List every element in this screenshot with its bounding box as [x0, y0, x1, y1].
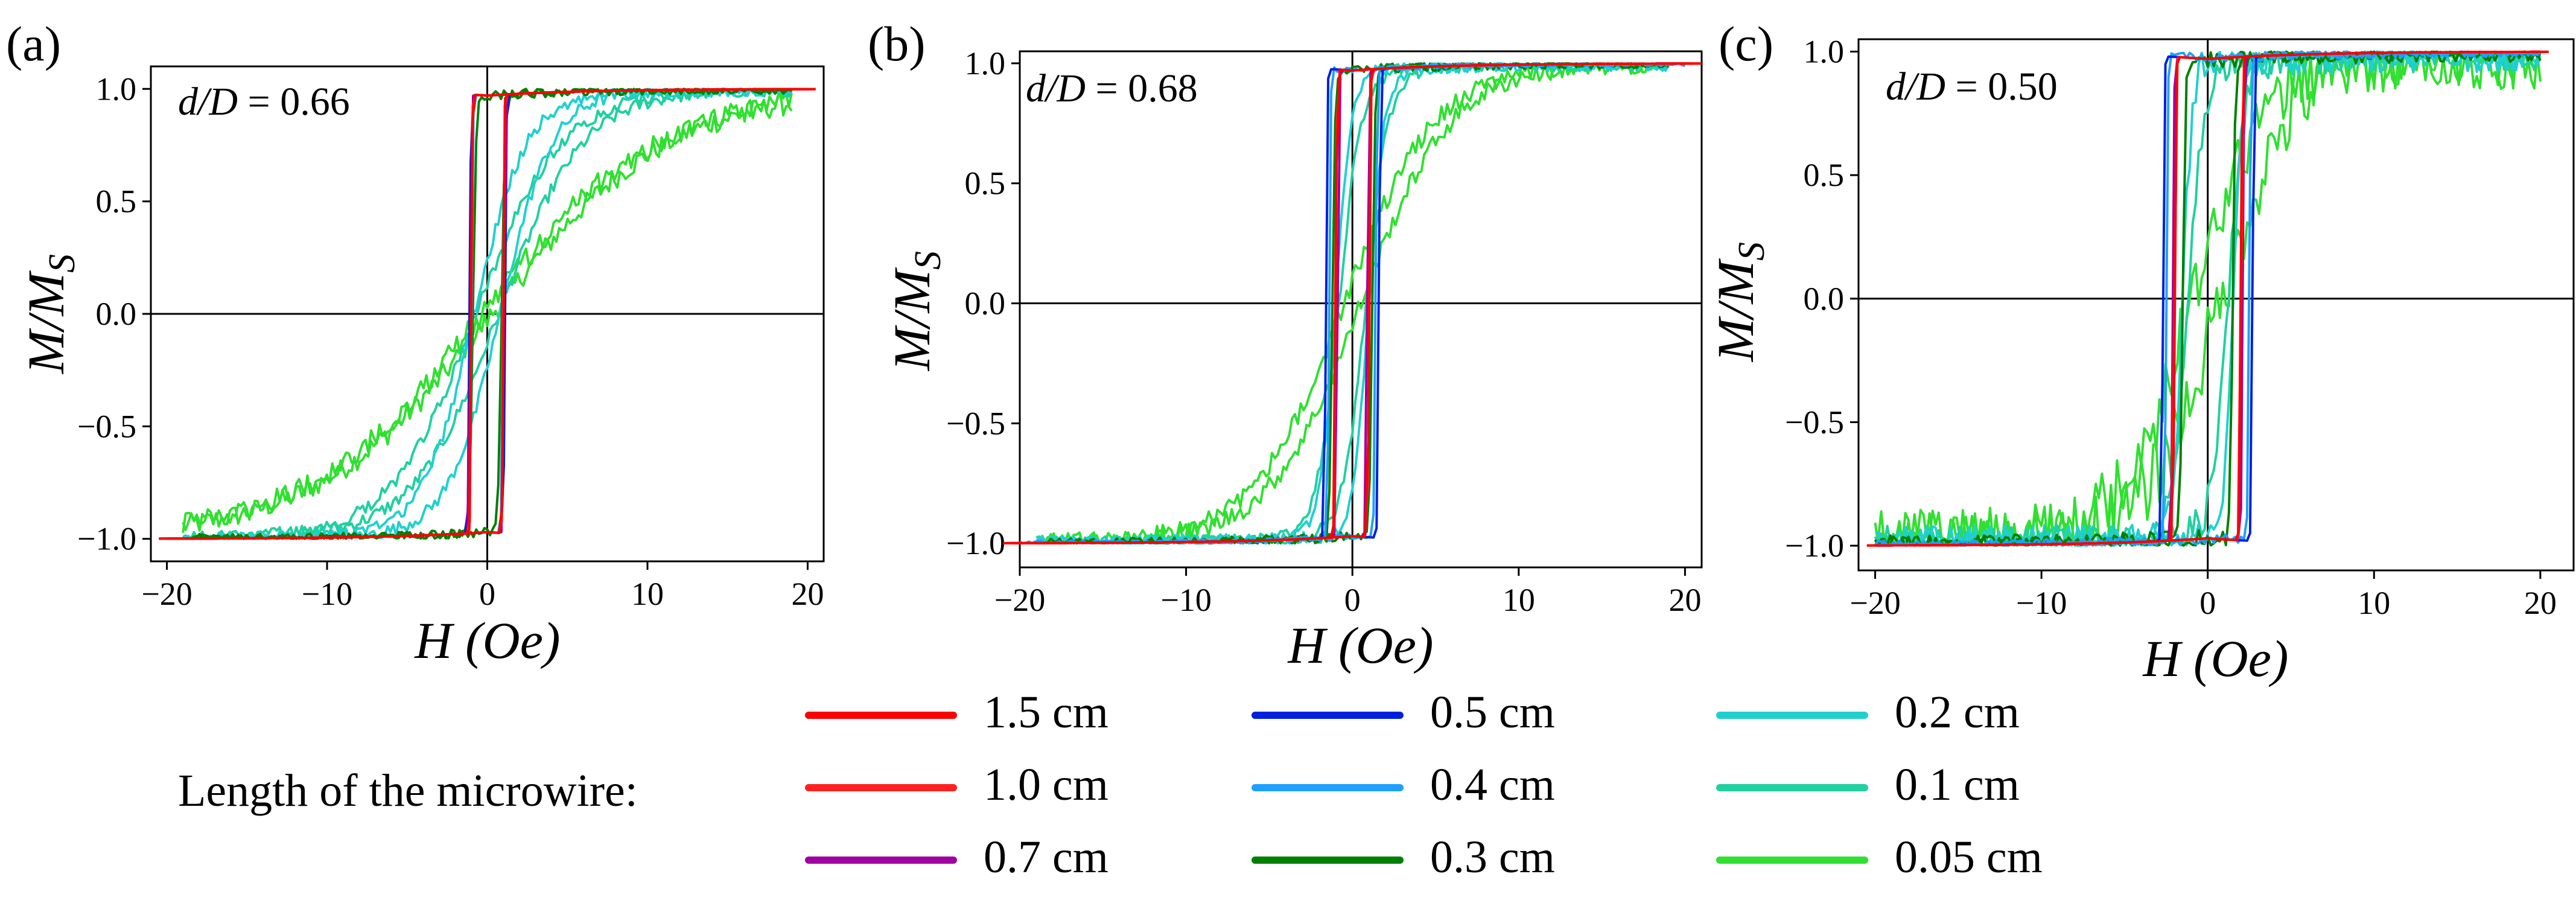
x-tick-label-a: −20 — [141, 576, 192, 612]
legend-items: 1.5 cm 1.0 cm 0.7 cm 0.5 cm 0.4 cm 0.3 cm 0.2 … — [805, 687, 2043, 882]
ratio-annotation-a: d/D = 0.66 — [178, 80, 350, 124]
legend-label: 0.3 cm — [1430, 832, 1555, 882]
x-axis-title-b: H (Oe) — [1287, 616, 1433, 674]
x-tick-label-b: −10 — [1160, 582, 1211, 618]
y-tick-label-c: −0.5 — [1785, 404, 1844, 440]
panel-c: (c) d/D = 0.50 M/MS H (Oe) −20 −10 0 10 20 −1… — [1706, 16, 2575, 687]
ratio-annotation-b: d/D = 0.68 — [1026, 66, 1198, 110]
y-tick-label-a: 0.0 — [96, 296, 137, 332]
x-tick-label-b: 0 — [1344, 582, 1361, 618]
x-axis-title-a: H (Oe) — [414, 611, 560, 669]
y-tick-label-c: 0.0 — [1804, 281, 1845, 317]
x-axis-title-c: H (Oe) — [2142, 630, 2288, 687]
x-tick-label-c: −10 — [2016, 585, 2067, 621]
y-tick-label-b: −0.5 — [946, 405, 1005, 441]
y-tick-label-a: −0.5 — [77, 408, 136, 444]
x-tick-label-a: 0 — [479, 576, 495, 612]
panel-label-b: (b) — [868, 16, 926, 71]
x-tick-label-a: 10 — [631, 576, 664, 612]
series-group-c — [1866, 50, 2549, 547]
y-tick-label-a: 1.0 — [96, 71, 137, 107]
y-tick-label-a: −1.0 — [77, 521, 136, 557]
legend-label: 0.05 cm — [1895, 832, 2043, 882]
loop-ascending-03cm-c — [1874, 50, 2542, 547]
y-tick-label-c: 0.5 — [1804, 157, 1845, 193]
y-tick-label-a: 0.5 — [96, 183, 137, 220]
panel-b: (b) d/D = 0.68 M/MS H (Oe) −20 −10 0 10 20 −1… — [868, 16, 1703, 674]
panel-label-c: (c) — [1719, 16, 1773, 71]
plot-frame-b — [1019, 50, 1703, 569]
y-tick-label-b: −1.0 — [946, 525, 1005, 561]
y-axis-title-c: M/MS — [1706, 242, 1772, 363]
y-axis-title-b: M/MS — [883, 251, 949, 372]
y-tick-label-b: 1.0 — [965, 45, 1006, 81]
x-tick-label-b: 20 — [1668, 582, 1701, 618]
y-tick-label-b: 0.0 — [965, 286, 1006, 322]
x-tick-label-c: 20 — [2524, 585, 2557, 621]
loop-descending-15cm-a — [159, 88, 816, 540]
loop-descending-005cm-a — [182, 91, 793, 533]
plot-frame-c — [1857, 38, 2575, 572]
ratio-annotation-c: d/D = 0.50 — [1886, 65, 2058, 109]
y-tick-label-c: 1.0 — [1804, 33, 1845, 69]
y-tick-label-c: −1.0 — [1785, 528, 1844, 564]
x-tick-label-a: −10 — [302, 576, 352, 612]
loop-descending-15cm-c — [1866, 50, 2549, 547]
x-tick-label-b: 10 — [1503, 582, 1535, 618]
legend-title: Length of the microwire: — [178, 765, 638, 816]
legend-label: 0.7 cm — [984, 832, 1108, 882]
series-group-a — [159, 88, 816, 540]
tick-group-b: −20 −10 0 10 20 −1.0 −0.5 0.0 0.5 1.0 — [946, 45, 1701, 618]
legend-label: 0.5 cm — [1430, 687, 1555, 738]
tick-group-c: −20 −10 0 10 20 −1.0 −0.5 0.0 0.5 1.0 — [1785, 33, 2557, 621]
loop-descending-15cm-b — [1003, 62, 1702, 544]
legend-label: 0.1 cm — [1895, 759, 2020, 810]
legend-label: 0.4 cm — [1430, 759, 1555, 810]
y-tick-label-b: 0.5 — [965, 165, 1006, 202]
legend: Length of the microwire: 1.5 cm 1.0 cm 0.7… — [178, 687, 2043, 882]
legend-label: 0.2 cm — [1895, 687, 2020, 738]
tick-group-a: −20 −10 0 10 20 −1.0 −0.5 0.0 0.5 1.0 — [77, 71, 824, 612]
legend-label: 1.0 cm — [984, 759, 1108, 810]
y-axis-title-a: M/MS — [17, 254, 83, 375]
panel-label-a: (a) — [6, 16, 61, 71]
x-tick-label-c: −20 — [1849, 585, 1900, 621]
panel-a: (a) d/D = 0.66 M/MS H (Oe) −20 −10 0 10 20 −1… — [6, 16, 825, 669]
x-tick-label-c: 0 — [2199, 585, 2216, 621]
x-tick-label-b: −20 — [994, 582, 1045, 618]
x-tick-label-a: 20 — [791, 576, 824, 612]
legend-label: 1.5 cm — [984, 687, 1108, 738]
series-group-b — [1003, 62, 1702, 545]
x-tick-label-c: 10 — [2358, 585, 2390, 621]
